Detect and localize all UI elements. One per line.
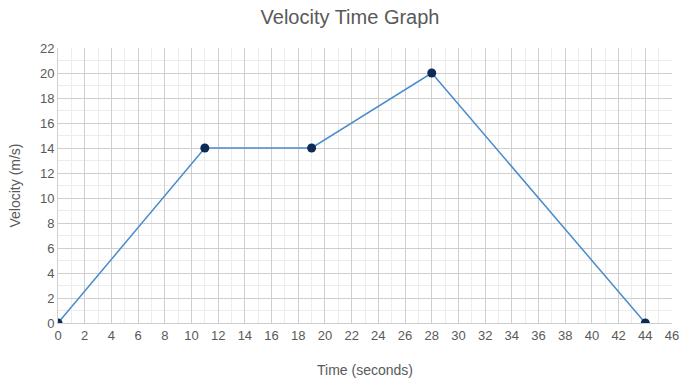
svg-text:28: 28 bbox=[425, 328, 439, 343]
svg-text:8: 8 bbox=[161, 328, 168, 343]
svg-text:0: 0 bbox=[54, 328, 61, 343]
svg-text:22: 22 bbox=[344, 328, 358, 343]
svg-text:8: 8 bbox=[47, 216, 54, 231]
svg-text:12: 12 bbox=[211, 328, 225, 343]
svg-text:10: 10 bbox=[40, 191, 54, 206]
svg-text:20: 20 bbox=[40, 66, 54, 81]
svg-text:4: 4 bbox=[108, 328, 115, 343]
svg-text:Velocity (m/s): Velocity (m/s) bbox=[7, 143, 23, 227]
svg-text:18: 18 bbox=[291, 328, 305, 343]
svg-text:12: 12 bbox=[40, 166, 54, 181]
svg-text:36: 36 bbox=[531, 328, 545, 343]
svg-text:22: 22 bbox=[40, 41, 54, 56]
svg-text:42: 42 bbox=[611, 328, 625, 343]
svg-text:Velocity Time Graph: Velocity Time Graph bbox=[261, 6, 440, 28]
svg-text:44: 44 bbox=[638, 328, 652, 343]
svg-text:10: 10 bbox=[184, 328, 198, 343]
svg-text:18: 18 bbox=[40, 91, 54, 106]
svg-text:6: 6 bbox=[134, 328, 141, 343]
svg-text:32: 32 bbox=[478, 328, 492, 343]
svg-text:Time (seconds): Time (seconds) bbox=[317, 362, 413, 378]
svg-text:14: 14 bbox=[40, 141, 54, 156]
svg-text:2: 2 bbox=[81, 328, 88, 343]
svg-text:16: 16 bbox=[40, 116, 54, 131]
svg-text:20: 20 bbox=[318, 328, 332, 343]
svg-text:6: 6 bbox=[47, 241, 54, 256]
svg-text:16: 16 bbox=[264, 328, 278, 343]
svg-text:4: 4 bbox=[47, 266, 54, 281]
svg-text:14: 14 bbox=[238, 328, 252, 343]
svg-text:40: 40 bbox=[585, 328, 599, 343]
svg-text:24: 24 bbox=[371, 328, 385, 343]
svg-text:46: 46 bbox=[665, 328, 679, 343]
svg-text:30: 30 bbox=[451, 328, 465, 343]
svg-text:26: 26 bbox=[398, 328, 412, 343]
svg-text:38: 38 bbox=[558, 328, 572, 343]
svg-text:34: 34 bbox=[505, 328, 519, 343]
svg-text:0: 0 bbox=[47, 316, 54, 331]
svg-text:2: 2 bbox=[47, 291, 54, 306]
